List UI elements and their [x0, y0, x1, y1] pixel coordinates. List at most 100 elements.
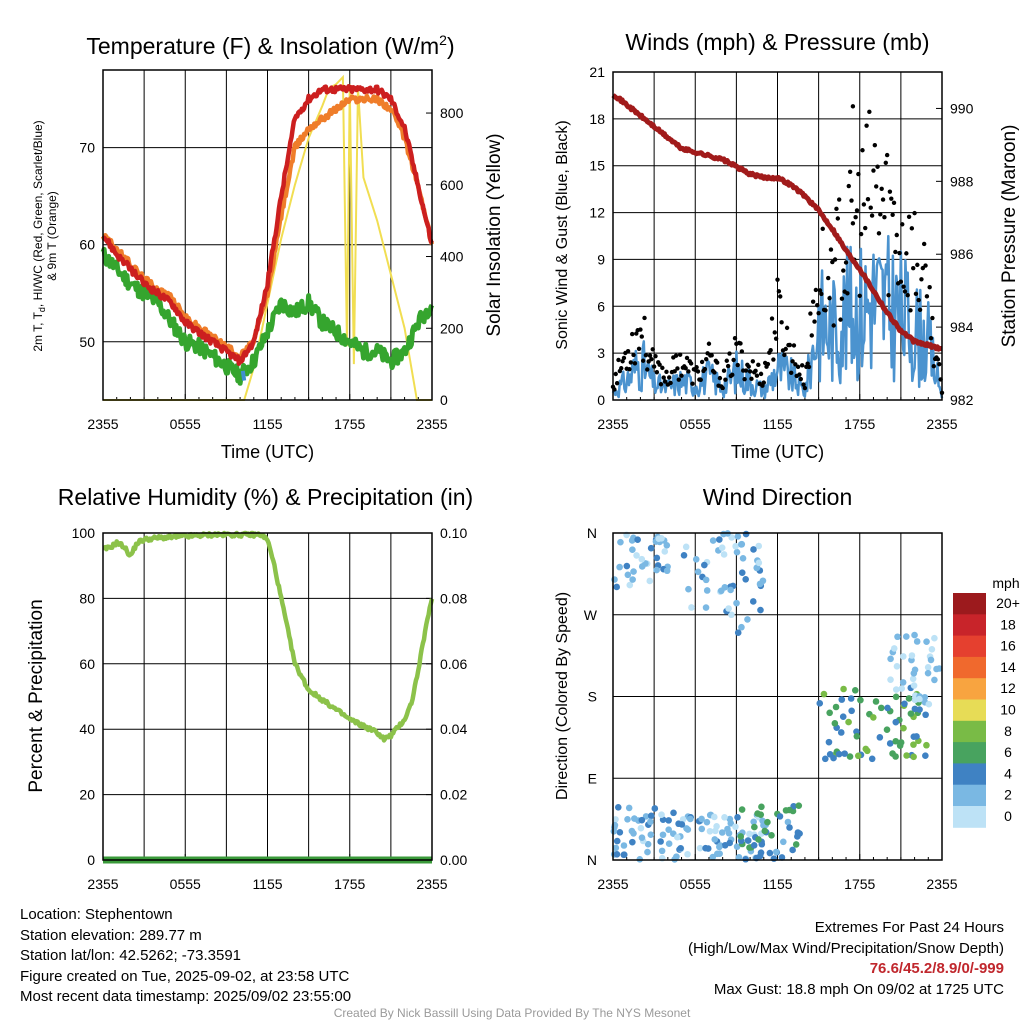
- direction-point: [737, 833, 745, 840]
- gust-point: [827, 295, 832, 301]
- direction-point: [756, 580, 764, 588]
- temp-2m-line: [101, 84, 434, 366]
- gust-point: [849, 198, 854, 203]
- x-tick-label: 0555: [680, 876, 711, 892]
- direction-point: [733, 843, 741, 850]
- gust-point: [765, 361, 771, 367]
- x-tick-label: 2355: [87, 876, 118, 892]
- direction-point: [776, 813, 784, 820]
- station-location: Location: Stephentown: [20, 906, 173, 923]
- gust-point: [772, 330, 777, 335]
- direction-point: [684, 850, 691, 858]
- y2-tick-label: 986: [950, 246, 974, 262]
- direction-point: [754, 810, 761, 817]
- gust-point: [621, 355, 627, 361]
- colorbar-swatch: [953, 593, 986, 615]
- gust-point: [673, 353, 679, 358]
- gust-point: [823, 308, 828, 313]
- chart-title: Temperature (F) & Insolation (W/m2): [86, 32, 454, 59]
- gust-point: [909, 226, 915, 231]
- x-tick-label: 1155: [252, 876, 282, 892]
- gust-point: [789, 370, 794, 375]
- direction-point: [718, 829, 726, 836]
- direction-point: [922, 752, 929, 760]
- direction-point: [634, 536, 641, 544]
- colorbar-swatch: [953, 720, 986, 743]
- direction-point: [626, 581, 634, 589]
- colorbar-swatch: [953, 656, 986, 679]
- gust-point: [820, 226, 825, 231]
- extremes-legend: (High/Low/Max Wind/Precipitation/Snow De…: [688, 939, 1004, 957]
- gust-point: [683, 365, 688, 371]
- gust-point: [894, 232, 899, 238]
- direction-point: [631, 815, 638, 822]
- direction-point: [832, 703, 840, 711]
- x-tick-label: 2355: [87, 416, 118, 432]
- gust-point: [614, 381, 620, 386]
- direction-point: [744, 837, 752, 844]
- direction-point: [886, 740, 894, 747]
- direction-point: [825, 738, 833, 746]
- direction-point: [892, 686, 900, 693]
- direction-point: [734, 533, 742, 540]
- direction-point: [698, 825, 706, 833]
- colorbar-swatch: [953, 806, 986, 828]
- gust-point: [889, 196, 894, 201]
- gust-point: [758, 371, 764, 377]
- colorbar-swatch: [953, 635, 986, 658]
- direction-point: [644, 840, 652, 848]
- gust-point: [654, 370, 660, 375]
- x-tick-label: 2355: [926, 876, 957, 892]
- y2-axis-label: Station Pressure (Maroon): [999, 125, 1020, 348]
- gust-point: [906, 214, 912, 219]
- direction-point: [737, 541, 745, 548]
- gust-point: [632, 361, 638, 366]
- direction-point: [872, 698, 880, 705]
- extremes-title: Extremes For Past 24 Hours: [814, 919, 1004, 936]
- gust-point: [629, 331, 635, 337]
- direction-point: [909, 675, 917, 683]
- direction-point: [826, 751, 834, 758]
- gust-point: [819, 291, 824, 297]
- gust-point: [937, 361, 942, 367]
- y-tick-label: N: [587, 852, 597, 868]
- y-tick-label: 20: [79, 787, 95, 803]
- direction-point: [658, 534, 665, 542]
- gust-point: [911, 265, 916, 271]
- direction-point: [651, 805, 659, 812]
- direction-point: [725, 829, 733, 837]
- gust-point: [647, 353, 653, 358]
- direction-point: [847, 695, 855, 702]
- direction-point: [772, 848, 780, 856]
- y-tick-label: 40: [79, 721, 95, 737]
- y2-tick-label: 0.02: [440, 787, 467, 803]
- gust-point: [636, 346, 642, 352]
- direction-point: [784, 818, 792, 826]
- direction-point: [789, 846, 796, 854]
- max-gust: Max Gust: 18.8 mph On 09/02 at 1725 UTC: [713, 980, 1004, 998]
- direction-point: [710, 813, 718, 821]
- direction-point: [908, 652, 916, 659]
- gust-point: [661, 375, 666, 380]
- direction-point: [768, 832, 775, 839]
- gust-point: [802, 385, 808, 391]
- gust-point: [706, 341, 712, 346]
- direction-point: [738, 569, 746, 576]
- gust-point: [826, 275, 831, 281]
- direction-point: [709, 853, 717, 861]
- direction-point: [716, 843, 723, 851]
- direction-point: [703, 818, 711, 826]
- direction-point: [733, 548, 741, 556]
- direction-point: [755, 559, 763, 567]
- direction-point: [728, 534, 735, 541]
- panel-1: 2355 0555 1155 1755 2355 50 60 70 0 200 400 600 800 T…: [31, 32, 505, 462]
- gust-point: [843, 260, 849, 265]
- gust-point: [660, 365, 665, 371]
- y-tick-label: 80: [79, 590, 95, 606]
- plot-frame: [612, 532, 943, 861]
- solar-insolation-line: [103, 74, 432, 401]
- gust-point: [791, 343, 797, 348]
- y2-axis-label: Solar Insolation (Yellow): [484, 133, 505, 336]
- gust-point: [868, 205, 873, 210]
- y-axis-label: Direction (Colored By Speed): [554, 592, 571, 800]
